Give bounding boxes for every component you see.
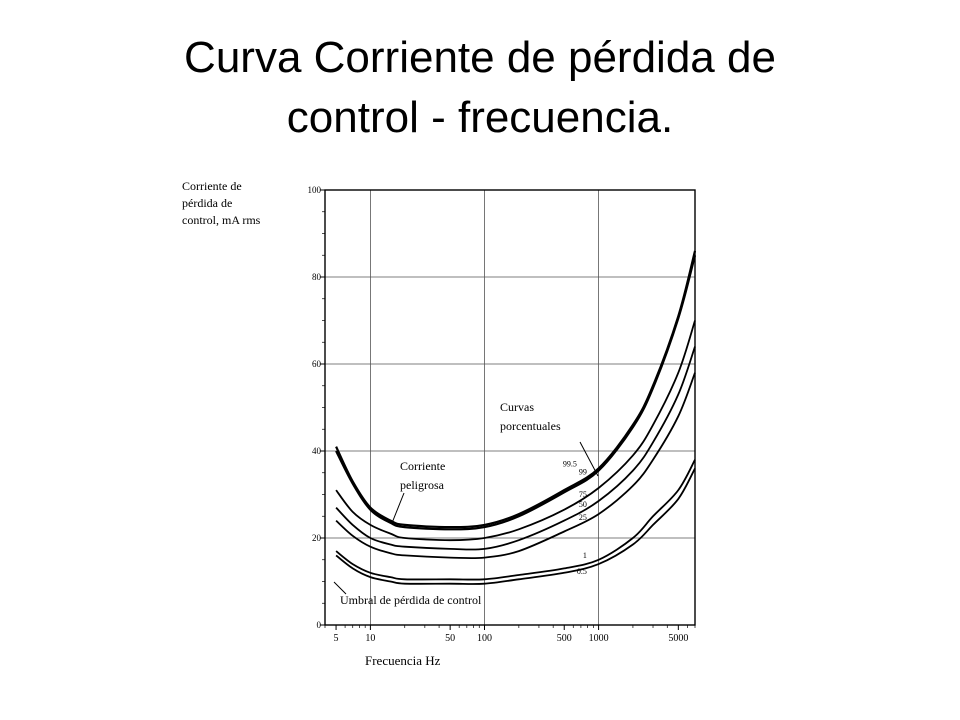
y-axis-label-line: Corriente de (182, 179, 242, 193)
x-tick-label: 1000 (589, 633, 609, 644)
x-tick-label: 50 (445, 633, 455, 644)
annotation-umbral: Umbral de pérdida de control (340, 593, 482, 607)
series-line-50 (335, 346, 696, 551)
annotation-curvas-porcentuales: Curvas (500, 400, 534, 414)
x-tick-label: 10 (365, 633, 375, 644)
annotation-leader-peligrosa (391, 492, 405, 524)
annotation-corriente-peligrosa: Corriente (400, 459, 445, 473)
slide-title-line-1: Curva Corriente de pérdida de (184, 33, 776, 82)
series-label: 99 (579, 468, 587, 477)
series-line-99-5 (335, 250, 697, 529)
y-tick-label: 100 (308, 185, 322, 195)
annotations: Curvas porcentuales Corriente peligrosa Umbr… (333, 400, 599, 607)
y-axis-label-line: pérdida de (182, 196, 232, 210)
y-axis-label-line: control, mA rms (182, 213, 261, 227)
series (335, 250, 697, 585)
x-tick-label: 500 (557, 633, 572, 644)
axis-labels: Corriente de pérdida de control, mA rms Fre… (182, 179, 441, 668)
x-tick-label: 5 (334, 633, 339, 644)
series-label: 99.5 (563, 459, 577, 468)
y-axis-ticks: 0 20 40 60 80 100 (308, 185, 325, 630)
x-axis-ticks: 5 10 50 100 500 1000 5000 (324, 625, 696, 644)
series-line-0-5 (335, 467, 696, 585)
series-line-75 (335, 320, 696, 542)
series-line-1 (335, 459, 696, 581)
series-label: 25 (579, 513, 587, 522)
annotation-leader-umbral (333, 581, 347, 595)
y-tick-label: 60 (312, 359, 322, 369)
series-label: 50 (579, 500, 587, 509)
annotation-corriente-peligrosa: peligrosa (400, 478, 445, 492)
x-tick-label: 5000 (668, 633, 688, 644)
x-tick-label: 100 (477, 633, 492, 644)
series-line-99 (335, 255, 697, 531)
x-axis-label: Frecuencia Hz (365, 653, 441, 668)
y-tick-label: 20 (312, 533, 322, 543)
series-label: 0.5 (577, 567, 587, 576)
slide-title-line-2: control - frecuencia. (286, 93, 674, 142)
grid (325, 190, 695, 625)
series-label: 75 (579, 490, 587, 499)
current-frequency-chart: 0 20 40 60 80 100 5 10 50 100 500 1000 5000 99.599 7… (182, 179, 697, 668)
annotation-curvas-porcentuales: porcentuales (500, 419, 561, 433)
y-tick-label: 40 (312, 446, 322, 456)
slide-title: Curva Corriente de pérdida de control - … (0, 28, 960, 148)
y-tick-label: 0 (317, 620, 322, 630)
y-tick-label: 80 (312, 272, 322, 282)
annotation-leader-curvas (579, 441, 599, 477)
series-label: 1 (583, 551, 587, 560)
series-line-25 (335, 372, 696, 560)
